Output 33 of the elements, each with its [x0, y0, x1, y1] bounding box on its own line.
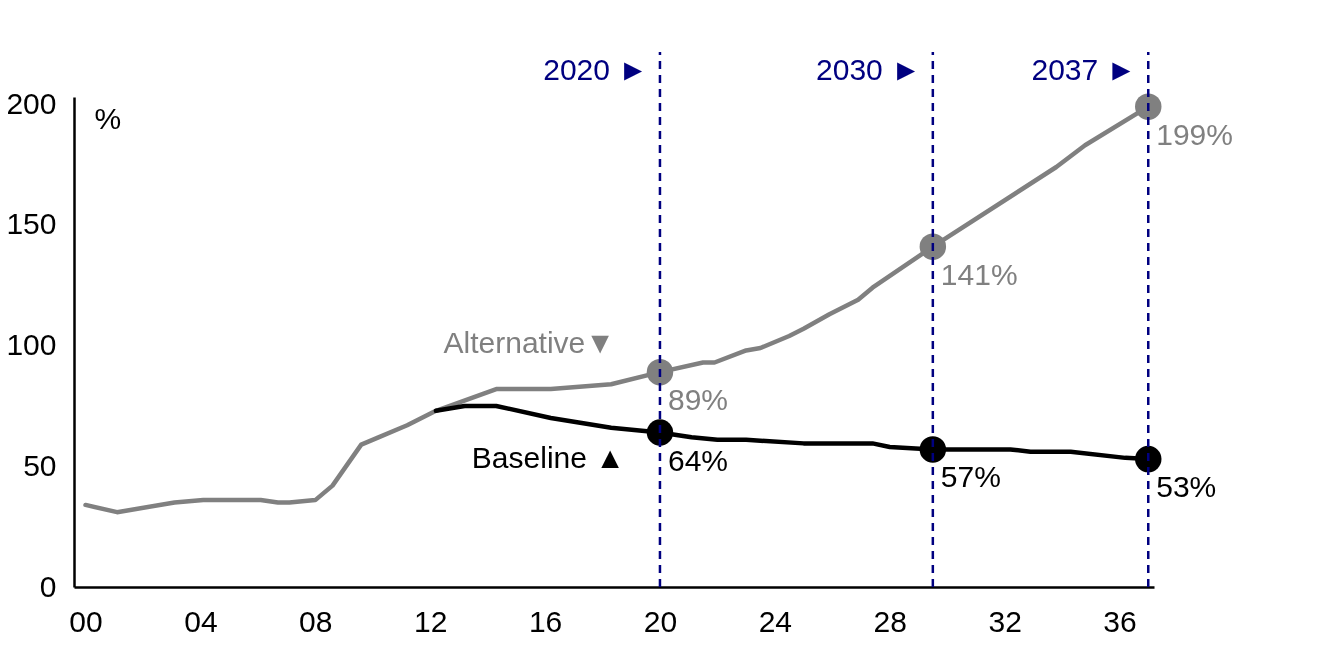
- x-tick-label: 28: [873, 604, 907, 638]
- data-label: 89%: [667, 383, 728, 417]
- y-tick-label: 100: [6, 328, 57, 362]
- ref-line-label: 2037 ►: [1031, 53, 1137, 86]
- point: [1135, 445, 1162, 473]
- data-label: 199%: [1156, 117, 1233, 151]
- series-label: Alternative▼: [443, 326, 615, 360]
- y-tick-label: 0: [39, 569, 57, 603]
- ref-line-label: 2030 ►: [816, 53, 921, 86]
- x-tick-label: 04: [184, 604, 218, 638]
- y-tick-label: 150: [6, 207, 57, 241]
- data-label: 64%: [667, 443, 728, 477]
- x-tick-label: 00: [69, 604, 103, 638]
- x-tick-label: 20: [643, 604, 678, 638]
- series-label: Baseline ▲: [471, 440, 625, 474]
- data-label: 53%: [1156, 470, 1217, 504]
- y-tick-label: 50: [23, 448, 57, 482]
- y-tick-label: 200: [6, 86, 57, 120]
- x-tick-label: 16: [528, 604, 563, 638]
- point: [919, 233, 947, 260]
- x-tick-label: 24: [758, 604, 793, 638]
- point: [646, 358, 674, 386]
- point: [646, 419, 674, 446]
- x-tick-label: 32: [988, 604, 1022, 638]
- y-axis-title: %: [94, 101, 122, 135]
- point: [1135, 93, 1162, 120]
- x-tick-label: 12: [413, 604, 448, 638]
- x-tick-label: 08: [299, 604, 333, 638]
- data-label: 141%: [940, 257, 1018, 291]
- point: [919, 436, 947, 463]
- data-label: 57%: [940, 460, 1001, 494]
- ref-line-label: 2020 ►: [543, 53, 648, 86]
- x-tick-label: 36: [1103, 604, 1137, 638]
